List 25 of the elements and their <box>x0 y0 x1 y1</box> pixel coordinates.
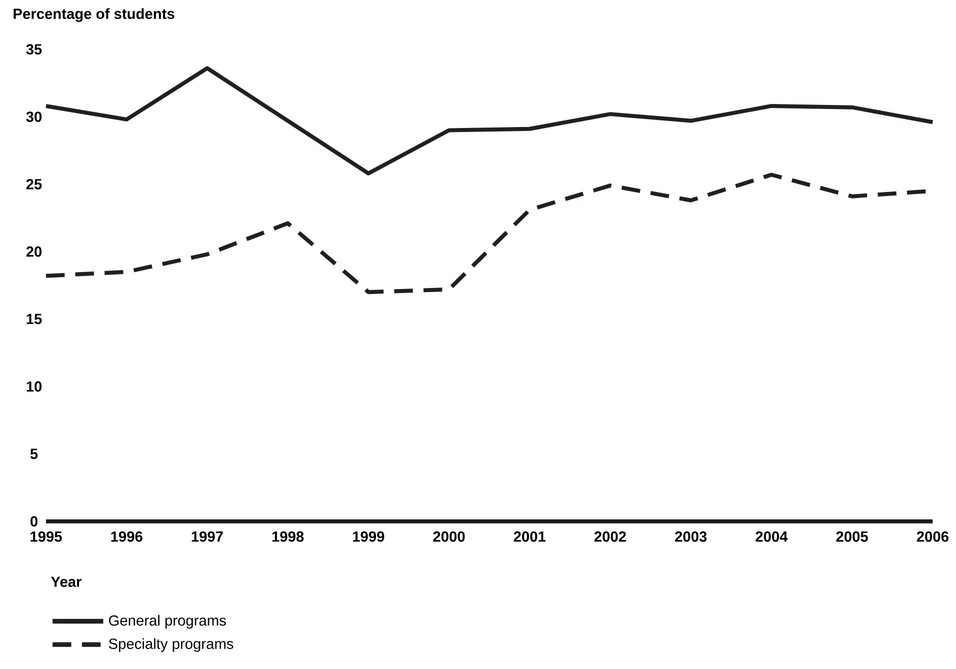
y-tick-label: 20 <box>26 246 42 257</box>
y-tick-label: 10 <box>26 381 42 392</box>
legend-label: General programs <box>109 614 226 628</box>
y-axis-title: Percentage of students <box>14 8 174 22</box>
x-tick-label: 1999 <box>353 531 384 542</box>
x-tick-label: 1995 <box>30 531 62 542</box>
y-tick-label: 25 <box>26 178 42 190</box>
x-axis-title: Year <box>50 576 82 587</box>
y-tick-label: 0 <box>30 516 38 526</box>
legend-label: Specialty programs <box>108 638 234 652</box>
x-tick-label: 1996 <box>111 531 142 542</box>
y-tick-label: 5 <box>30 448 38 459</box>
y-tick-label: 15 <box>26 314 42 324</box>
x-tick-label: 2006 <box>916 531 948 542</box>
x-tick-label: 1997 <box>192 531 223 542</box>
y-tick-label: 30 <box>26 111 42 122</box>
x-tick-label: 1998 <box>272 531 304 542</box>
y-tick-label: 35 <box>26 44 42 54</box>
x-tick-label: 2001 <box>514 531 546 542</box>
line-series <box>44 66 935 176</box>
x-tick-label: 2005 <box>836 531 868 542</box>
x-tick-label: 2000 <box>433 531 465 542</box>
x-tick-label: 2002 <box>594 531 626 542</box>
x-tick-label: 2003 <box>675 531 707 542</box>
x-tick-label: 2004 <box>756 531 788 542</box>
